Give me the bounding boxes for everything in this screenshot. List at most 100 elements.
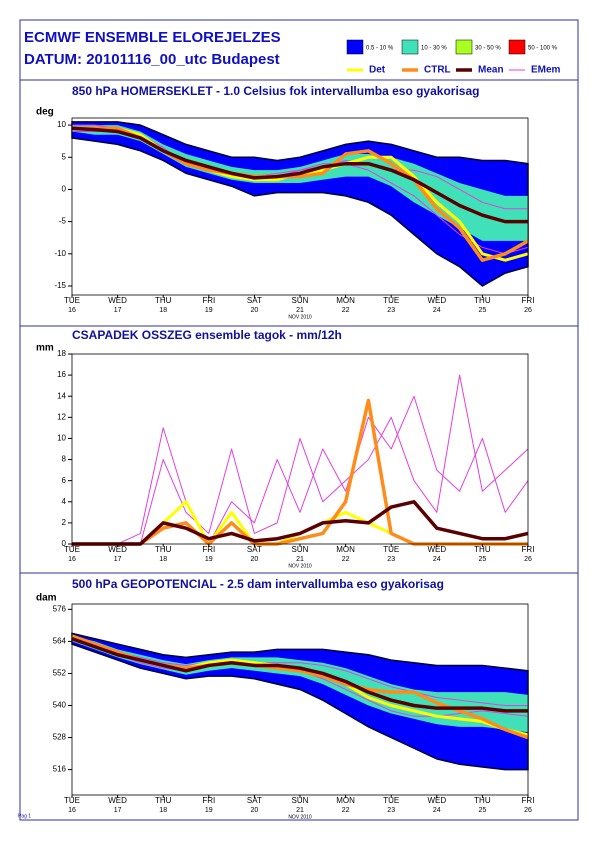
y-tick-label: 540 <box>53 701 67 710</box>
x-tick-label: 24 <box>433 807 441 814</box>
x-tick-label: 16 <box>68 307 76 314</box>
x-tick-weekday: TUE <box>383 796 399 805</box>
x-tick-label: 16 <box>68 807 76 814</box>
x-tick-weekday: FRI <box>202 296 215 305</box>
ensemble-member <box>72 395 529 545</box>
x-tick-weekday: TUE <box>64 545 80 554</box>
x-tick-label: 18 <box>159 307 167 314</box>
y-tick-label: 6 <box>62 476 67 485</box>
y-axis-label: mm <box>36 343 54 354</box>
x-tick-label: 17 <box>114 556 122 563</box>
x-tick-label: 17 <box>114 807 122 814</box>
x-tick-weekday: SUN <box>292 796 309 805</box>
x-tick-weekday: SAT <box>247 796 262 805</box>
x-tick-weekday: THU <box>474 545 491 554</box>
y-tick-label: 4 <box>62 497 67 506</box>
series-line <box>71 126 528 224</box>
panel-title: CSAPADEK OSSZEG ensemble tagok - mm/12h <box>72 328 342 342</box>
x-tick-weekday: FRI <box>522 796 535 805</box>
y-tick-label: 0 <box>62 539 67 548</box>
x-note: NOV 2010 <box>288 814 312 820</box>
y-axis-label: dam <box>36 593 57 604</box>
x-tick-label: 20 <box>251 307 259 314</box>
x-tick-weekday: WED <box>427 296 446 305</box>
legend-label: 30 - 50 % <box>475 46 501 52</box>
x-tick-weekday: THU <box>155 796 172 805</box>
x-tick-label: 20 <box>251 556 259 563</box>
x-tick-label: 22 <box>342 307 350 314</box>
x-tick-label: 16 <box>68 556 76 563</box>
x-tick-label: 18 <box>159 556 167 563</box>
x-tick-label: 26 <box>524 307 532 314</box>
frame <box>19 19 579 821</box>
legend-label: 10 - 30 % <box>421 46 447 52</box>
x-tick-weekday: SAT <box>247 296 262 305</box>
legend-label: 50 - 100 % <box>528 46 558 52</box>
title: ECMWF ENSEMBLE ELOREJELZES <box>24 29 281 46</box>
y-tick-label: 528 <box>53 733 67 742</box>
x-tick-label: 25 <box>479 807 487 814</box>
probability-band <box>72 125 528 241</box>
legend-label: CTRL <box>424 65 451 76</box>
legend-label: 0.5 - 10 % <box>366 46 394 52</box>
x-tick-weekday: WED <box>108 796 127 805</box>
legend-swatch <box>455 39 473 55</box>
x-tick-weekday: FRI <box>522 296 535 305</box>
y-tick-label: 516 <box>53 765 67 774</box>
footer: Pag 1 <box>18 813 31 819</box>
y-tick-label: 564 <box>53 637 67 646</box>
x-tick-label: 23 <box>387 307 395 314</box>
probability-band <box>72 636 528 733</box>
x-tick-weekday: MON <box>336 296 355 305</box>
series-line <box>71 637 528 713</box>
x-tick-weekday: SAT <box>247 545 262 554</box>
x-tick-weekday: THU <box>155 545 172 554</box>
x-tick-weekday: WED <box>427 545 446 554</box>
y-tick-label: 8 <box>62 455 67 464</box>
x-tick-label: 26 <box>524 807 532 814</box>
y-tick-label: 16 <box>57 370 66 379</box>
y-tick-label: -10 <box>54 249 66 258</box>
x-tick-weekday: WED <box>427 796 446 805</box>
x-tick-label: 21 <box>296 807 304 814</box>
x-tick-label: 19 <box>205 307 213 314</box>
x-tick-weekday: FRI <box>522 545 535 554</box>
x-tick-label: 21 <box>296 307 304 314</box>
x-tick-label: 23 <box>387 556 395 563</box>
y-axis-label: deg <box>36 107 54 118</box>
legend-label: Det <box>369 65 386 76</box>
x-tick-weekday: FRI <box>202 796 215 805</box>
y-tick-label: -15 <box>54 281 66 290</box>
ensemble-member <box>72 374 529 545</box>
x-tick-label: 17 <box>114 307 122 314</box>
y-tick-label: 576 <box>53 604 67 613</box>
x-tick-label: 22 <box>342 807 350 814</box>
y-tick-label: 14 <box>57 391 66 400</box>
x-tick-label: 25 <box>479 307 487 314</box>
x-tick-label: 24 <box>433 307 441 314</box>
x-tick-label: 24 <box>433 556 441 563</box>
legend-swatch <box>401 39 419 55</box>
legend-label: EMem <box>531 65 561 76</box>
y-tick-label: -5 <box>59 217 67 226</box>
x-tick-label: 19 <box>205 807 213 814</box>
x-tick-weekday: THU <box>474 796 491 805</box>
x-note: NOV 2010 <box>288 314 312 320</box>
y-tick-label: 5 <box>62 152 67 161</box>
x-tick-weekday: SUN <box>292 296 309 305</box>
x-note: NOV 2010 <box>288 563 312 569</box>
x-tick-weekday: SUN <box>292 545 309 554</box>
ensemble-member <box>71 635 528 707</box>
y-tick-label: 10 <box>57 434 66 443</box>
x-tick-weekday: FRI <box>202 545 215 554</box>
x-tick-weekday: THU <box>155 296 172 305</box>
x-tick-label: 21 <box>296 556 304 563</box>
x-tick-weekday: THU <box>474 296 491 305</box>
x-tick-weekday: TUE <box>64 796 80 805</box>
x-tick-label: 25 <box>479 556 487 563</box>
subtitle: DATUM: 20101116_00_utc Budapest <box>24 51 280 68</box>
y-tick-label: 12 <box>57 412 66 421</box>
y-tick-label: 552 <box>53 669 67 678</box>
x-tick-weekday: WED <box>108 296 127 305</box>
